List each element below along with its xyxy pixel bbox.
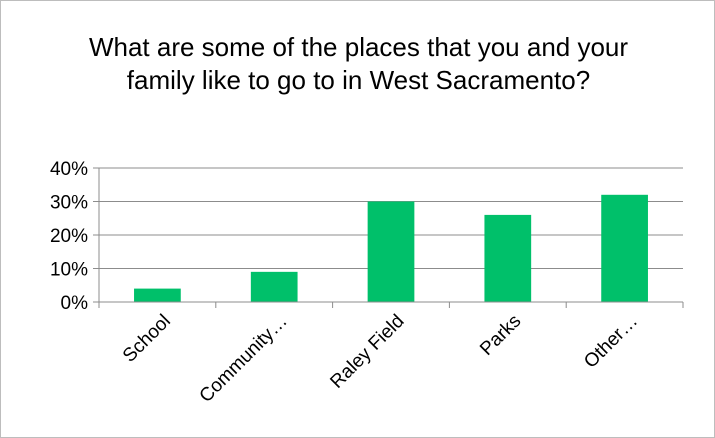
bar — [601, 194, 648, 302]
x-tick-label: Parks — [476, 311, 525, 360]
bar — [134, 288, 181, 302]
x-tick-label: Community… — [196, 311, 292, 407]
chart-title: What are some of the places that you and… — [88, 32, 629, 95]
bar — [367, 201, 415, 302]
bar — [484, 214, 532, 302]
bar — [250, 271, 298, 302]
y-tick-label: 20% — [50, 226, 88, 247]
y-tick-label: 0% — [61, 293, 89, 314]
y-tick-label: 30% — [50, 193, 88, 214]
x-tick-label: Raley Field — [326, 311, 408, 393]
y-tick-label: 40% — [50, 159, 88, 180]
x-tick-label: School — [119, 311, 175, 367]
y-tick-label: 10% — [50, 260, 88, 281]
x-tick-label: Other… — [580, 311, 642, 373]
